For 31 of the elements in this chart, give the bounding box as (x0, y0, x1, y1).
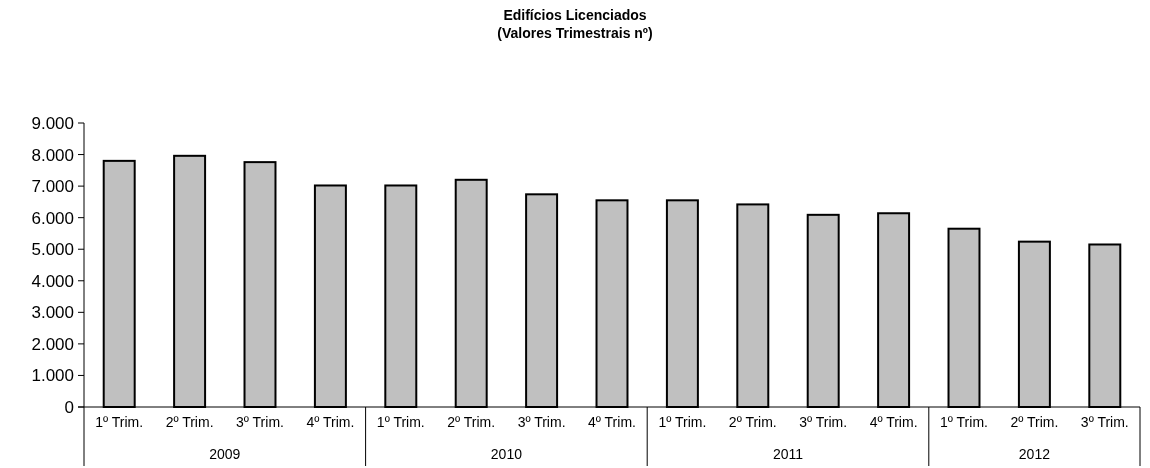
text: 2011 (772, 446, 804, 462)
x-tick-label: 4º Trim. (869, 414, 918, 430)
x-tick-label: 1º Trim. (95, 414, 144, 430)
x-tick-label: 4º Trim. (588, 414, 636, 430)
x-tick-label: 3º Trim. (236, 414, 284, 430)
text: 2012 (1018, 446, 1051, 462)
y-tick-label: 9.000 (31, 113, 74, 133)
y-tick-label: 1.000 (31, 366, 74, 386)
y-tick-label: 0 (64, 397, 74, 417)
y-tick-label: 5.000 (31, 240, 74, 260)
y-tick-label: 6.000 (31, 208, 74, 228)
x-tick-label: 2º Trim. (447, 414, 496, 430)
text: 2010 (490, 446, 523, 462)
x-tick-label: 1º Trim. (658, 414, 707, 430)
x-tick-label: 3º Trim. (799, 414, 848, 430)
x-tick-label: 3º Trim. (517, 414, 566, 430)
chart-title: Edifícios Licenciados (503, 7, 647, 23)
x-tick-label: 3º Trim. (1080, 414, 1129, 430)
x-tick-label: 1º Trim. (940, 414, 988, 430)
x-tick-label: 1º Trim. (376, 414, 425, 430)
y-tick-label: 4.000 (31, 271, 74, 291)
y-tick-label: 3.000 (31, 303, 74, 323)
x-tick-label: 2º Trim. (728, 414, 777, 430)
chart-subtitle: (Valores Trimestrais nº) (497, 25, 653, 41)
y-tick-label: 2.000 (31, 334, 74, 354)
y-tick-label: 7.000 (31, 177, 74, 197)
x-tick-label: 2º Trim. (165, 414, 214, 430)
y-tick-label: 8.000 (31, 145, 74, 165)
x-tick-label: 4º Trim. (306, 414, 355, 430)
x-tick-label: 2º Trim. (1010, 414, 1059, 430)
text: 2009 (209, 446, 241, 462)
